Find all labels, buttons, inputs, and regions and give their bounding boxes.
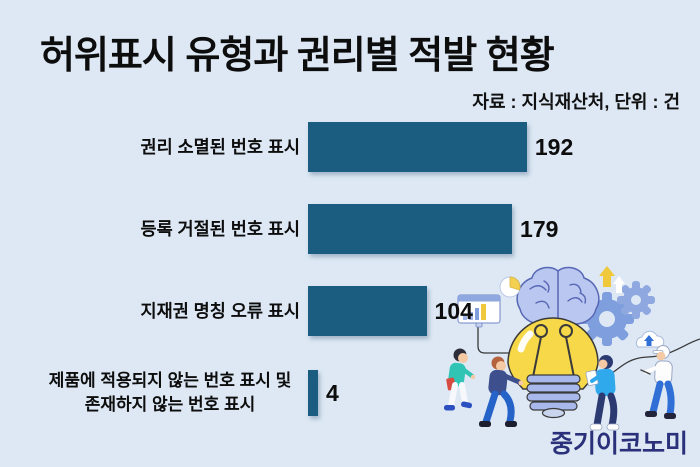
bar-chart-window-icon xyxy=(457,294,501,328)
chart-row: 제품에 적용되지 않는 번호 표시 및 존재하지 않는 번호 표시 4 xyxy=(40,368,688,418)
value-label: 4 xyxy=(326,379,339,406)
lightbulb-icon xyxy=(507,317,599,419)
filament xyxy=(532,324,575,378)
bar-chart: 권리 소멸된 번호 표시 192 등록 거절된 번호 표시 179 지재권 명칭… xyxy=(40,122,688,450)
person-teal-sweater xyxy=(444,348,476,411)
gear-icon xyxy=(580,292,634,346)
category-label: 권리 소멸된 번호 표시 xyxy=(140,136,301,157)
person-white-cap xyxy=(640,345,676,419)
category-label: 제품에 적용되지 않는 번호 표시 및 존재하지 않는 번호 표시 xyxy=(48,371,292,414)
person-navy-sweater xyxy=(479,356,524,427)
category-label: 지재권 명칭 오류 표시 xyxy=(140,300,301,321)
up-arrow-icon xyxy=(599,266,615,287)
idea-illustration xyxy=(444,266,700,431)
brand-logo: 중기이코노미 xyxy=(549,430,688,458)
value-label: 104 xyxy=(434,297,473,324)
category-label: 등록 거절된 번호 표시 xyxy=(140,218,301,239)
page-title: 허위표시 유형과 권리별 적발 현황 xyxy=(40,35,555,77)
pie-chart-icon xyxy=(499,276,521,298)
wire-line xyxy=(477,323,512,354)
person-blue-hoodie xyxy=(585,355,620,431)
bar xyxy=(308,286,427,336)
chart-row: 권리 소멸된 번호 표시 192 xyxy=(40,122,688,172)
bar xyxy=(308,204,513,254)
bar xyxy=(308,370,318,416)
chart-row: 등록 거절된 번호 표시 179 xyxy=(40,204,688,254)
value-label: 179 xyxy=(520,215,559,242)
chart-row: 지재권 명칭 오류 표시 104 xyxy=(40,286,688,336)
gear-icon xyxy=(617,281,655,319)
up-arrow-icon xyxy=(613,276,625,293)
bulb-base xyxy=(526,374,581,419)
bar xyxy=(308,122,527,172)
value-label: 192 xyxy=(534,133,574,160)
source-note: 자료 : 지식재산처, 단위 : 건 xyxy=(472,92,680,112)
cloud-upload-icon xyxy=(635,330,665,348)
